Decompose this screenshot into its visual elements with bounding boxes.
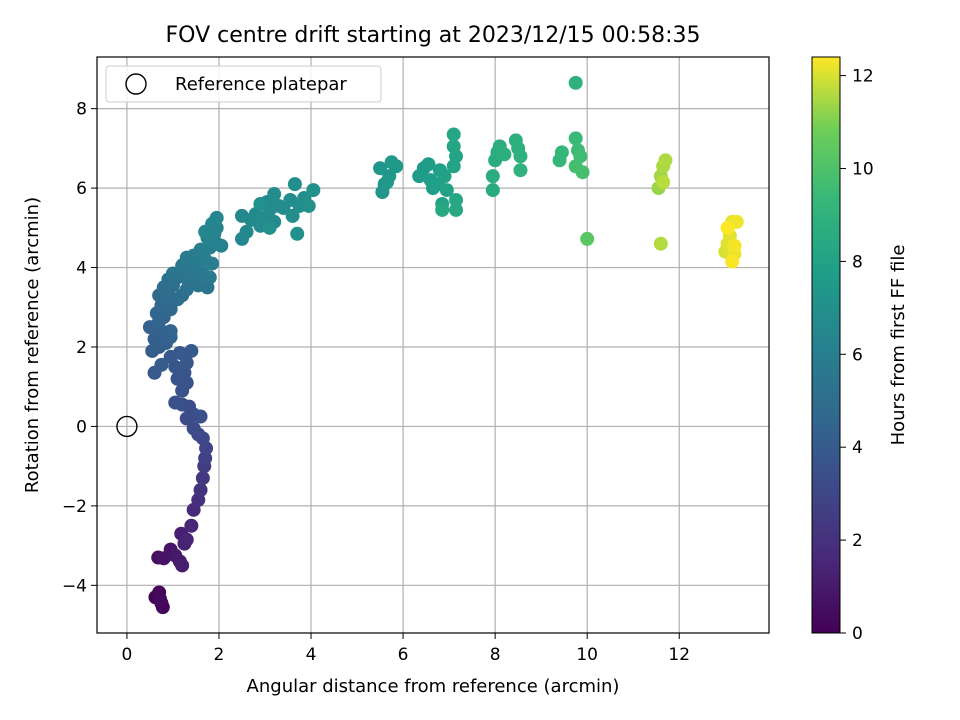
data-point: [153, 592, 168, 607]
data-point: [179, 532, 194, 547]
data-point: [184, 518, 199, 533]
data-point: [184, 343, 199, 358]
data-point: [435, 202, 450, 217]
data-point: [439, 183, 454, 198]
data-point: [154, 357, 169, 372]
data-point: [653, 236, 668, 251]
data-point: [485, 183, 500, 198]
data-point: [554, 145, 569, 160]
data-point: [446, 139, 461, 154]
data-point: [214, 238, 229, 253]
x-tick-label: 6: [398, 645, 409, 665]
scatter-points: [142, 75, 744, 615]
data-point: [580, 231, 595, 246]
data-point: [267, 187, 282, 202]
y-tick-label: 2: [76, 338, 87, 358]
data-point: [290, 226, 305, 241]
data-point: [193, 482, 208, 497]
data-point: [287, 177, 302, 192]
colorbar-tick-label: 4: [852, 438, 863, 458]
x-ticks: 0 2 4 6 8 10 12: [122, 633, 690, 665]
data-point: [725, 254, 740, 269]
data-point: [446, 127, 461, 142]
data-point: [379, 175, 394, 190]
colorbar-gradient: [811, 56, 841, 634]
data-point: [656, 175, 671, 190]
x-tick-label: 2: [214, 645, 225, 665]
colorbar-tick-label: 6: [852, 345, 863, 365]
colorbar-tick-label: 8: [852, 252, 863, 272]
data-point: [658, 153, 673, 168]
x-tick-label: 4: [306, 645, 317, 665]
x-tick-label: 8: [490, 645, 501, 665]
data-point: [193, 409, 208, 424]
data-point: [306, 183, 321, 198]
data-point: [720, 220, 735, 235]
legend: Reference platepar: [105, 65, 382, 103]
data-point: [239, 224, 254, 239]
data-point: [389, 159, 404, 174]
data-point: [449, 202, 464, 217]
legend-label: Reference platepar: [175, 74, 347, 95]
chart-title: FOV centre drift starting at 2023/12/15 …: [166, 23, 701, 48]
data-point: [195, 471, 210, 486]
y-tick-label: −2: [62, 497, 87, 517]
data-point: [186, 421, 201, 436]
data-point: [165, 266, 180, 281]
data-point: [262, 220, 277, 235]
plot-frame: [96, 56, 770, 634]
data-point: [172, 345, 187, 360]
data-point: [575, 165, 590, 180]
colorbar-label: Hours from first FF file: [888, 245, 909, 446]
x-tick-label: 12: [668, 645, 690, 665]
data-point: [285, 208, 300, 223]
colorbar: 0 2 4 6 8 10 12 Hours from first FF file: [811, 56, 909, 644]
data-point: [513, 163, 528, 178]
reference-point: [116, 415, 138, 438]
data-point: [209, 210, 224, 225]
data-point: [568, 75, 583, 90]
data-point: [175, 558, 190, 573]
x-tick-label: 10: [576, 645, 598, 665]
y-tick-label: 8: [76, 100, 87, 120]
y-axis-label: Rotation from reference (arcmin): [22, 197, 43, 493]
y-tick-label: 0: [76, 417, 87, 437]
x-axis-label: Angular distance from reference (arcmin): [247, 676, 620, 697]
data-point: [485, 169, 500, 184]
y-tick-label: −4: [62, 576, 87, 596]
data-point: [202, 270, 217, 285]
data-point: [301, 198, 316, 213]
legend-box: [105, 65, 382, 103]
data-point: [449, 193, 464, 208]
data-point: [373, 161, 388, 176]
colorbar-tick-label: 10: [852, 159, 874, 179]
data-point: [513, 149, 528, 164]
legend-marker: [125, 73, 147, 95]
colorbar-ticks: 0 2 4 6 8 10 12: [840, 67, 874, 644]
colorbar-tick-label: 0: [852, 624, 863, 644]
data-point: [179, 355, 194, 370]
colorbar-tick-label: 2: [852, 531, 863, 551]
y-tick-label: 6: [76, 179, 87, 199]
data-point: [568, 131, 583, 146]
colorbar-tick-label: 12: [852, 67, 874, 87]
data-point: [253, 196, 268, 211]
data-point: [727, 238, 742, 253]
data-point: [205, 256, 220, 271]
reference-marker: [116, 415, 138, 438]
data-point: [421, 157, 436, 172]
y-tick-label: 4: [76, 259, 87, 279]
y-ticks: −4 −2 0 2 4 6 8: [62, 100, 97, 596]
data-point: [198, 224, 213, 239]
grid: [97, 57, 769, 633]
data-point: [437, 169, 452, 184]
data-point: [163, 324, 178, 339]
data-point: [168, 395, 183, 410]
data-point: [497, 147, 512, 162]
x-tick-label: 0: [122, 645, 133, 665]
